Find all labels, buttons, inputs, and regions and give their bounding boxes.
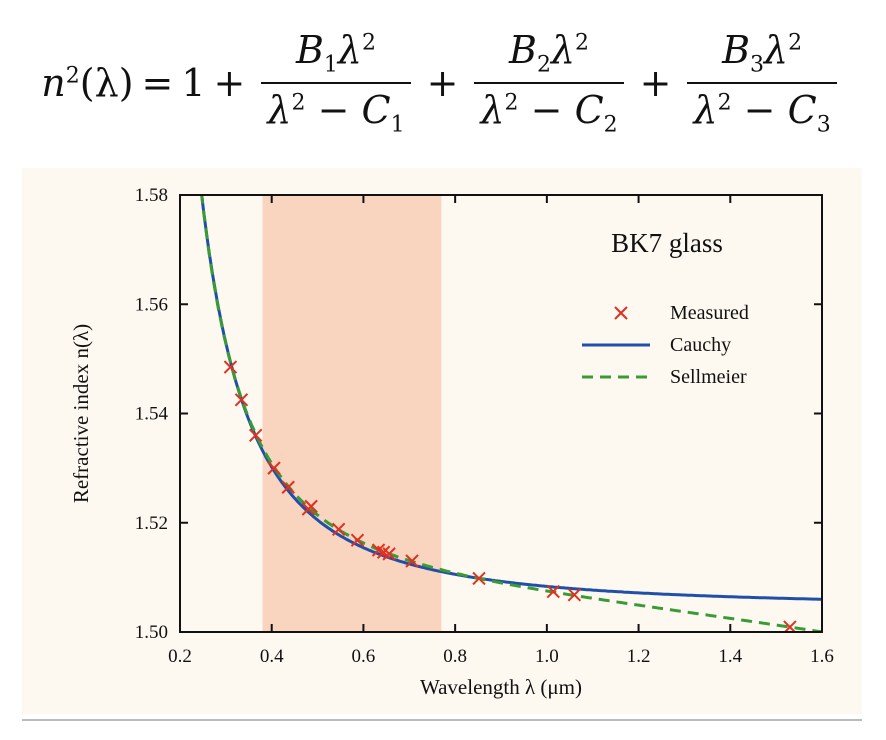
plus-sign: + [639,61,672,105]
measured-point [281,480,295,494]
measured-point [382,547,396,561]
term-3: B3λ2 λ2 − C3 [687,28,837,138]
measured-point [223,360,238,374]
measured-point [234,393,249,407]
term-2: B2λ2 λ2 − C2 [474,28,624,138]
measured-point [304,499,318,514]
y-tick-label: 1.50 [135,622,168,643]
x-tick-label: 1.2 [627,646,651,667]
measured-point [350,533,365,547]
equals-sign: = [141,61,174,105]
x-tick-label: 1.4 [718,646,742,667]
legend-marker-measured [614,306,628,320]
measured-point [267,461,281,475]
chart-title: BK7 glass [611,228,723,258]
measured-point [546,584,560,599]
measured-point [331,522,346,537]
y-tick-label: 1.52 [135,513,168,534]
x-tick-label: 0.6 [352,646,376,667]
y-axis-label: Refractive index n(λ) [69,324,93,503]
x-tick-label: 0.8 [443,646,467,667]
measured-point [248,428,263,443]
measured-point [405,554,419,568]
cauchy-curve [200,195,822,601]
plot-series [200,195,822,632]
legend-label-cauchy: Cauchy [670,334,731,356]
sellmeier-equation: n2(λ) = 1 + B1λ2 λ2 − C1 + B2λ2 λ2 − C2 … [0,8,886,158]
y-tick-label: 1.56 [135,294,168,315]
constant-one: 1 [181,61,206,105]
term-1: B1λ2 λ2 − C1 [261,28,411,138]
divider [22,719,862,721]
x-axis-label: Wavelength λ (μm) [420,675,582,699]
x-tick-label: 1.6 [810,646,834,667]
x-tick-label: 1.0 [535,646,559,667]
y-tick-label: 1.58 [135,185,168,206]
plus-sign: + [213,61,246,105]
x-tick-label: 0.2 [168,646,192,667]
measured-point [472,571,486,586]
legend-label-sellmeier: Sellmeier [670,366,747,388]
equation-lhs: n2(λ) [41,61,134,105]
plus-sign: + [426,61,459,105]
y-tick-label: 1.54 [135,404,169,425]
x-tick-label: 0.4 [260,646,284,667]
legend-label-measured: Measured [670,302,749,324]
measured-point [567,588,582,602]
